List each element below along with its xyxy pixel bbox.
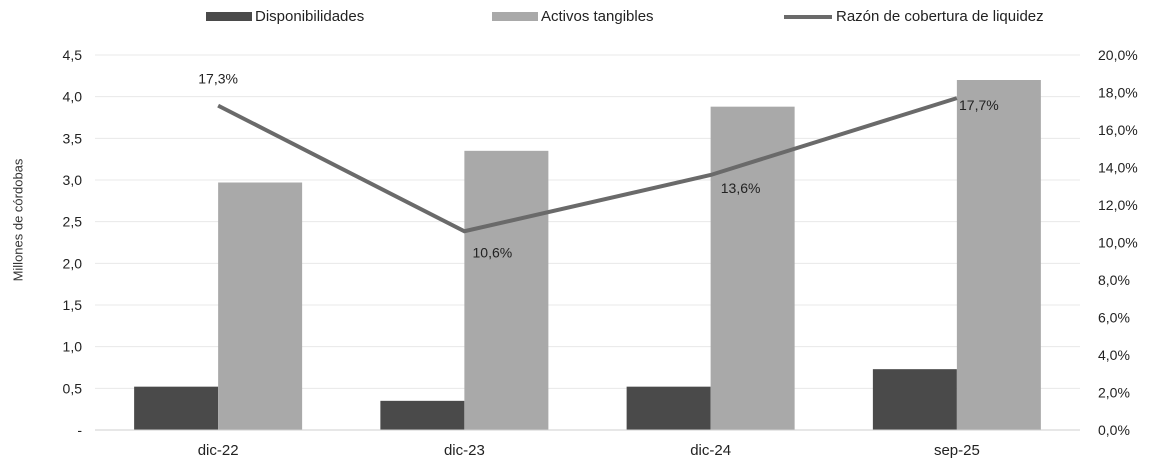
x-tick-label: dic-23 [444,442,485,459]
y2-tick-label: 2,0% [1098,385,1130,401]
legend-label-disponibilidades: Disponibilidades [255,8,365,25]
legend-item-disponibilidades: Disponibilidades [206,8,364,25]
bar-activos-tangibles [464,150,549,431]
bar-disponibilidades [134,386,219,430]
ratio-data-label: 13,6% [721,180,761,196]
bar-activos-tangibles [956,80,1041,430]
legend-item-activos-tangibles: Activos tangibles [492,8,654,25]
y2-tick-label: 4,0% [1098,347,1130,363]
y-tick-label: 2,5 [63,214,83,230]
y2-tick-label: 8,0% [1098,272,1130,288]
y2-tick-label: 6,0% [1098,310,1130,326]
legend-line-razon [784,14,832,19]
y2-tick-label: 18,0% [1098,85,1138,101]
bar-disponibilidades [380,400,465,430]
legend: Disponibilidades Activos tangibles Razón… [0,8,1154,28]
x-tick-label: dic-24 [690,442,731,459]
y-tick-label: 3,5 [63,130,83,146]
legend-swatch-activos-tangibles [492,12,538,21]
ratio-data-label: 17,7% [959,97,999,113]
legend-swatch-disponibilidades [206,12,252,21]
y-tick-label: 2,0 [63,255,83,271]
x-tick-label: sep-25 [934,442,980,459]
y2-tick-label: 16,0% [1098,122,1138,138]
ratio-line-group: 17,3% 10,6% 13,6% 17,7% [198,71,998,261]
ratio-data-label: 10,6% [473,244,513,260]
y-tick-label: 0,5 [63,380,83,396]
x-tick-label: dic-22 [198,442,239,459]
y2-tick-label: 14,0% [1098,160,1138,176]
y-tick-label: 3,0 [63,172,83,188]
y-tick-label: 4,5 [63,47,83,63]
y2-tick-label: 10,0% [1098,235,1138,251]
legend-label-activos-tangibles: Activos tangibles [541,8,654,25]
bar-disponibilidades [626,386,711,430]
y2-tick-label: 0,0% [1098,422,1130,438]
y2-tick-label: 20,0% [1098,47,1138,63]
legend-label-razon: Razón de cobertura de liquidez [836,8,1044,25]
bar-activos-tangibles [218,182,303,430]
y-tick-label: 1,5 [63,297,83,313]
bars [134,80,1041,431]
bar-disponibilidades [872,369,957,430]
ratio-line [217,96,958,234]
y-tick-label: 1,0 [63,339,83,355]
y-tick-label: - [77,422,82,438]
y-tick-label: 4,0 [63,89,83,105]
bar-activos-tangibles [710,106,795,431]
legend-item-razon: Razón de cobertura de liquidez [784,8,1044,25]
ratio-data-label: 17,3% [198,71,238,87]
axes: - 0,5 1,0 1,5 2,0 2,5 3,0 3,5 4,0 4,5 0,0% 2,0% 4,0%… [63,47,1138,459]
y2-tick-label: 12,0% [1098,197,1138,213]
